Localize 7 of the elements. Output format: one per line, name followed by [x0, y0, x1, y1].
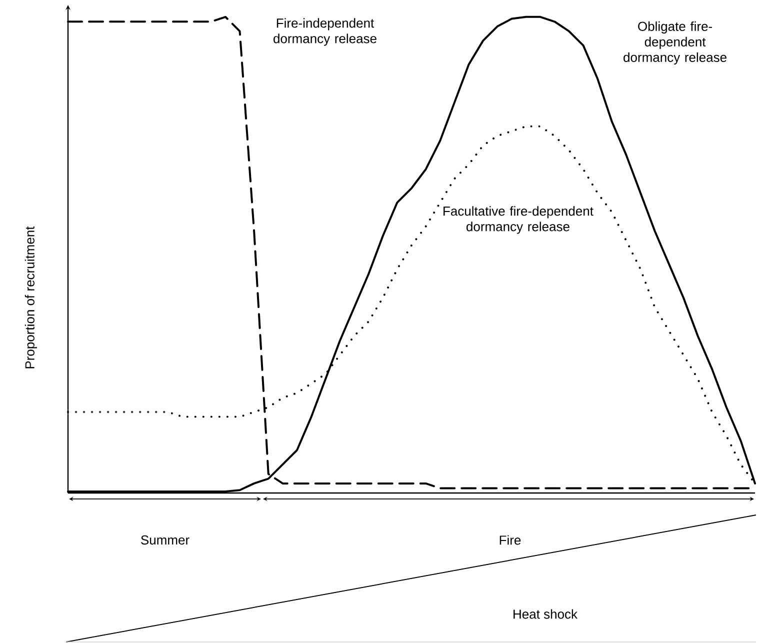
text: Heat shock	[514, 609, 578, 619]
text: Obligate fire-dependent dormancy release	[624, 21, 726, 65]
text: Summer	[141, 535, 190, 545]
text: Fire-independent dormancy release	[274, 18, 376, 46]
y-axis-title: Proportion of recruitment	[24, 226, 38, 368]
series-label: Facultative fire-dependent dormancy release	[444, 206, 594, 234]
text: Fire	[500, 535, 521, 545]
